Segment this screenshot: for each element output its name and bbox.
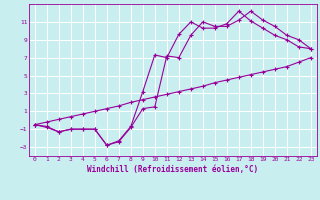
X-axis label: Windchill (Refroidissement éolien,°C): Windchill (Refroidissement éolien,°C) [87, 165, 258, 174]
